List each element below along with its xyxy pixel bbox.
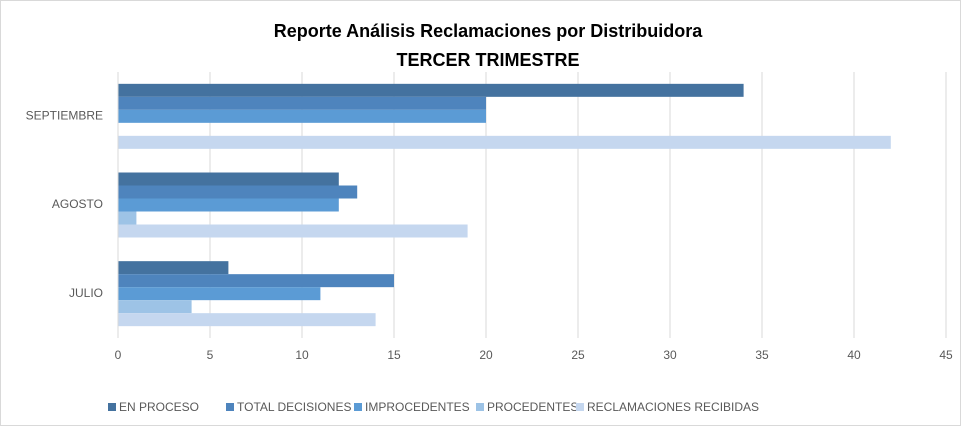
bar <box>118 287 321 301</box>
chart-subtitle: TERCER TRIMESTRE <box>396 50 579 70</box>
legend-label: EN PROCESO <box>119 400 199 414</box>
bar <box>118 135 891 149</box>
y-tick-label: SEPTIEMBRE <box>26 109 103 123</box>
legend-label: RECLAMACIONES RECIBIDAS <box>587 400 759 414</box>
bar <box>118 185 358 199</box>
x-tick-label: 35 <box>755 348 769 362</box>
legend-label: PROCEDENTES <box>487 400 578 414</box>
chart-border <box>0 0 961 426</box>
bar <box>118 274 394 288</box>
legend-swatch <box>476 403 484 411</box>
legend-swatch <box>226 403 234 411</box>
bar <box>118 198 339 212</box>
bar <box>118 261 229 275</box>
legend-swatch <box>108 403 116 411</box>
x-tick-label: 10 <box>295 348 309 362</box>
x-tick-label: 5 <box>207 348 214 362</box>
x-tick-label: 20 <box>479 348 493 362</box>
bar <box>118 300 192 314</box>
x-tick-label: 40 <box>847 348 861 362</box>
legend-swatch <box>576 403 584 411</box>
legend-label: IMPROCEDENTES <box>365 400 470 414</box>
legend-swatch <box>354 403 362 411</box>
x-tick-label: 45 <box>939 348 953 362</box>
x-tick-label: 25 <box>571 348 585 362</box>
x-tick-label: 0 <box>115 348 122 362</box>
bar <box>118 83 744 97</box>
bar <box>118 109 486 123</box>
chart-title: Reporte Análisis Reclamaciones por Distr… <box>274 21 703 41</box>
x-tick-label: 15 <box>387 348 401 362</box>
bar <box>118 313 376 327</box>
bar <box>118 224 468 238</box>
y-tick-label: JULIO <box>69 286 103 300</box>
y-tick-label: AGOSTO <box>52 197 103 211</box>
x-tick-label: 30 <box>663 348 677 362</box>
legend-label: TOTAL DECISIONES <box>237 400 351 414</box>
bar <box>118 172 339 186</box>
bar <box>118 96 486 110</box>
bar <box>118 211 137 225</box>
